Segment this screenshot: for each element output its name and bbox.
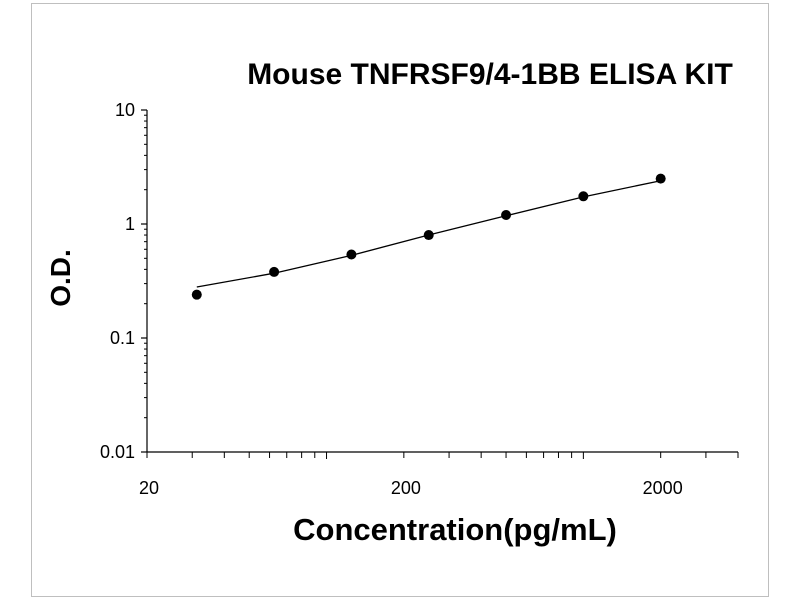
y-axis-ticks: 10 1 0.1 0.01 — [100, 100, 147, 462]
data-point — [346, 249, 357, 260]
chart-frame — [31, 3, 769, 597]
data-point — [501, 209, 512, 220]
data-point — [578, 191, 589, 202]
data-point — [655, 173, 666, 184]
data-points — [191, 173, 666, 300]
y-tick-label: 0.01 — [100, 442, 135, 462]
y-tick-label: 10 — [115, 100, 135, 120]
y-axis-title: O.D. — [45, 249, 76, 307]
chart-title: Mouse TNFRSF9/4-1BB ELISA KIT — [247, 58, 733, 91]
y-tick-label: 1 — [125, 214, 135, 234]
x-axis-ticks: 20 200 2000 — [139, 452, 739, 498]
data-point — [191, 289, 202, 300]
data-point — [269, 266, 280, 277]
data-point — [423, 230, 434, 241]
x-tick-label: 200 — [391, 478, 421, 498]
axes — [146, 110, 738, 453]
x-tick-label: 20 — [139, 478, 159, 498]
x-axis-title: Concentration(pg/mL) — [293, 512, 617, 547]
y-tick-label: 0.1 — [110, 328, 135, 348]
x-tick-label: 2000 — [643, 478, 683, 498]
